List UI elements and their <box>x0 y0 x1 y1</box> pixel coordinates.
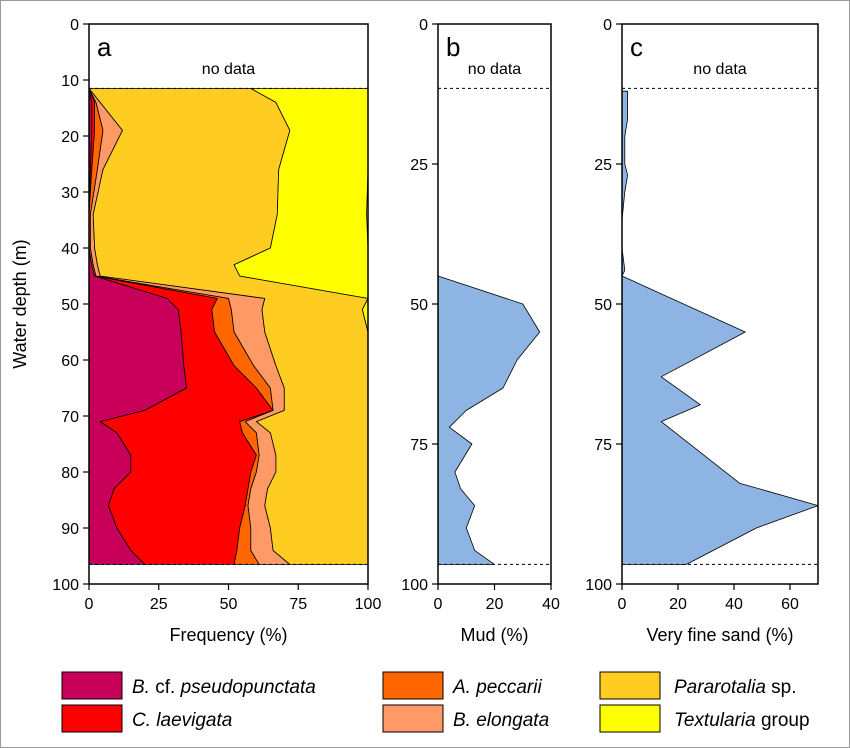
panel-a-x-ticks: 0 25 50 75 100 <box>85 584 382 613</box>
panel-c-x-axis-label: Very fine sand (%) <box>646 625 793 645</box>
panel-c-y-tick-label: 100 <box>585 577 612 594</box>
panel-c-x-ticks: 0 20 40 60 <box>618 584 799 613</box>
panel-a-x-tick-label: 75 <box>289 596 307 613</box>
legend-swatch-b-elongata <box>382 704 444 733</box>
panel-a-y-tick-label: 100 <box>52 577 79 594</box>
panel-a-x-axis-label: Frequency (%) <box>169 625 287 645</box>
panel-a: 0 25 50 75 100 0 10 20 30 40 50 60 70 80 90 100 a no d… <box>10 17 381 645</box>
legend-swatch-c-laevigata <box>61 704 123 733</box>
panel-a-y-tick-label: 80 <box>61 465 79 482</box>
panel-b-areas <box>437 275 541 565</box>
panel-c-no-data-label: no data <box>693 61 746 78</box>
legend-label-pararotalia-sp: Pararotalia sp. <box>674 677 797 698</box>
legend-swatch-pararotalia-sp <box>599 671 661 700</box>
legend-label-c-laevigata: C. laevigata <box>132 710 232 731</box>
panel-c-y-tick-label: 75 <box>594 437 612 454</box>
panel-b-y-tick-label: 50 <box>410 297 428 314</box>
panel-b: 0 20 40 0 25 50 75 100 b no data Mud (%) <box>401 17 560 645</box>
panel-c-x-tick-label: 40 <box>725 596 743 613</box>
panel-c-x-tick-label: 0 <box>618 596 627 613</box>
panel-c-letter: c <box>630 32 643 62</box>
legend-swatch-textularia-group <box>599 704 661 733</box>
panel-b-x-tick-label: 0 <box>434 596 443 613</box>
panel-b-y-tick-label: 25 <box>410 157 428 174</box>
panel-a-x-tick-label: 0 <box>85 596 94 613</box>
y-axis-label: Water depth (m) <box>10 239 30 368</box>
panel-c-areas <box>621 90 819 565</box>
panel-c-y-tick-label: 25 <box>594 157 612 174</box>
panel-c-no-data-lines <box>622 87 818 565</box>
panel-c-x-tick-label: 60 <box>781 596 799 613</box>
panel-a-y-tick-label: 30 <box>61 185 79 202</box>
panel-a-x-tick-label: 50 <box>220 596 238 613</box>
legend-swatch-a-peccarii <box>382 671 444 700</box>
panel-b-y-tick-label: 100 <box>401 577 428 594</box>
panel-c: 0 20 40 60 0 25 50 75 100 c no data Very fine s… <box>585 17 819 645</box>
panel-a-letter: a <box>97 32 112 62</box>
panel-a-x-tick-label: 100 <box>355 596 382 613</box>
panel-b-area <box>437 275 541 565</box>
panel-c-y-ticks: 0 25 50 75 100 <box>585 17 622 594</box>
legend-swatch-b-cf-pseudopunctata <box>61 671 123 700</box>
panel-a-y-tick-label: 70 <box>61 409 79 426</box>
panel-c-y-tick-label: 0 <box>603 17 612 34</box>
panel-b-y-tick-label: 75 <box>410 437 428 454</box>
panel-b-no-data-lines <box>438 87 551 565</box>
panel-b-y-tick-label: 0 <box>419 17 428 34</box>
panel-a-y-tick-label: 90 <box>61 521 79 538</box>
legend: B. cf. pseudopunctata C. laevigata A. pecc… <box>61 671 810 733</box>
panel-c-y-tick-label: 50 <box>594 297 612 314</box>
panel-b-no-data-label: no data <box>468 61 521 78</box>
panel-a-y-tick-label: 10 <box>61 73 79 90</box>
panel-c-x-tick-label: 20 <box>669 596 687 613</box>
panel-b-x-tick-label: 40 <box>542 596 560 613</box>
panel-a-y-tick-label: 20 <box>61 129 79 146</box>
panel-a-no-data-lines <box>89 87 368 565</box>
panel-a-no-data-label: no data <box>202 61 255 78</box>
panel-a-y-ticks: 0 10 20 30 40 50 60 70 80 90 100 <box>52 17 89 594</box>
panel-a-x-tick-label: 25 <box>150 596 168 613</box>
panel-c-area <box>621 90 819 565</box>
panel-a-y-tick-label: 0 <box>70 17 79 34</box>
legend-label-a-peccarii: A. peccarii <box>452 677 542 698</box>
panel-b-x-axis-label: Mud (%) <box>460 625 528 645</box>
panel-b-y-ticks: 0 25 50 75 100 <box>401 17 438 594</box>
legend-label-b-cf-pseudopunctata: B. cf. pseudopunctata <box>132 677 316 698</box>
panel-a-y-tick-label: 60 <box>61 353 79 370</box>
panel-b-letter: b <box>446 32 460 62</box>
panel-a-y-tick-label: 40 <box>61 241 79 258</box>
legend-label-textularia-group: Textularia group <box>674 710 810 731</box>
panel-b-x-tick-label: 20 <box>486 596 504 613</box>
panel-a-y-tick-label: 50 <box>61 297 79 314</box>
legend-label-b-elongata: B. elongata <box>453 710 549 731</box>
panel-a-areas <box>88 88 369 565</box>
panel-b-x-ticks: 0 20 40 <box>434 584 560 613</box>
